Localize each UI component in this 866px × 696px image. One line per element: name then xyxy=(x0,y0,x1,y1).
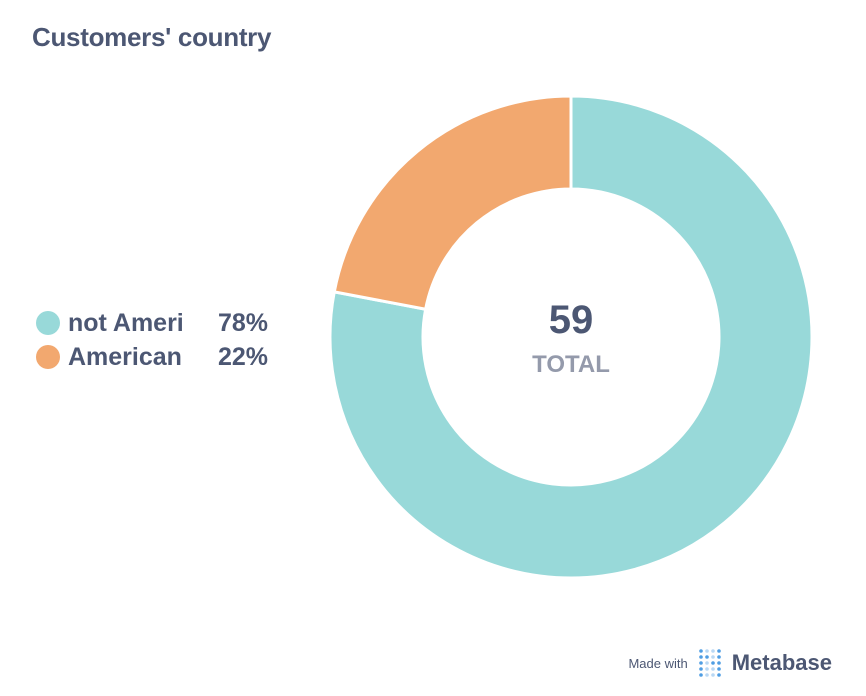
legend-swatch xyxy=(36,345,60,369)
total-value: 59 xyxy=(549,298,594,342)
legend-percent: 78% xyxy=(218,308,269,337)
legend-swatch xyxy=(36,311,60,335)
made-with-text: Made with xyxy=(628,655,688,671)
total-label: TOTAL xyxy=(532,351,610,378)
pie-slice-not-american[interactable] xyxy=(328,94,814,580)
legend-item-not-american[interactable]: not Ameri 78% xyxy=(36,306,268,340)
legend-label: not Ameri xyxy=(68,308,184,337)
legend-item-american[interactable]: American 22% xyxy=(36,340,268,374)
legend: not Ameri 78% American 22% xyxy=(36,306,268,374)
footer: Made with Metabase xyxy=(628,648,832,678)
legend-label: American xyxy=(68,342,182,371)
legend-percent: 22% xyxy=(218,342,269,371)
pie-slice-american[interactable] xyxy=(332,94,573,312)
chart-title: Customers' country xyxy=(32,22,272,52)
metabase-logo-icon xyxy=(698,649,721,677)
metabase-brand: Metabase xyxy=(731,650,832,675)
